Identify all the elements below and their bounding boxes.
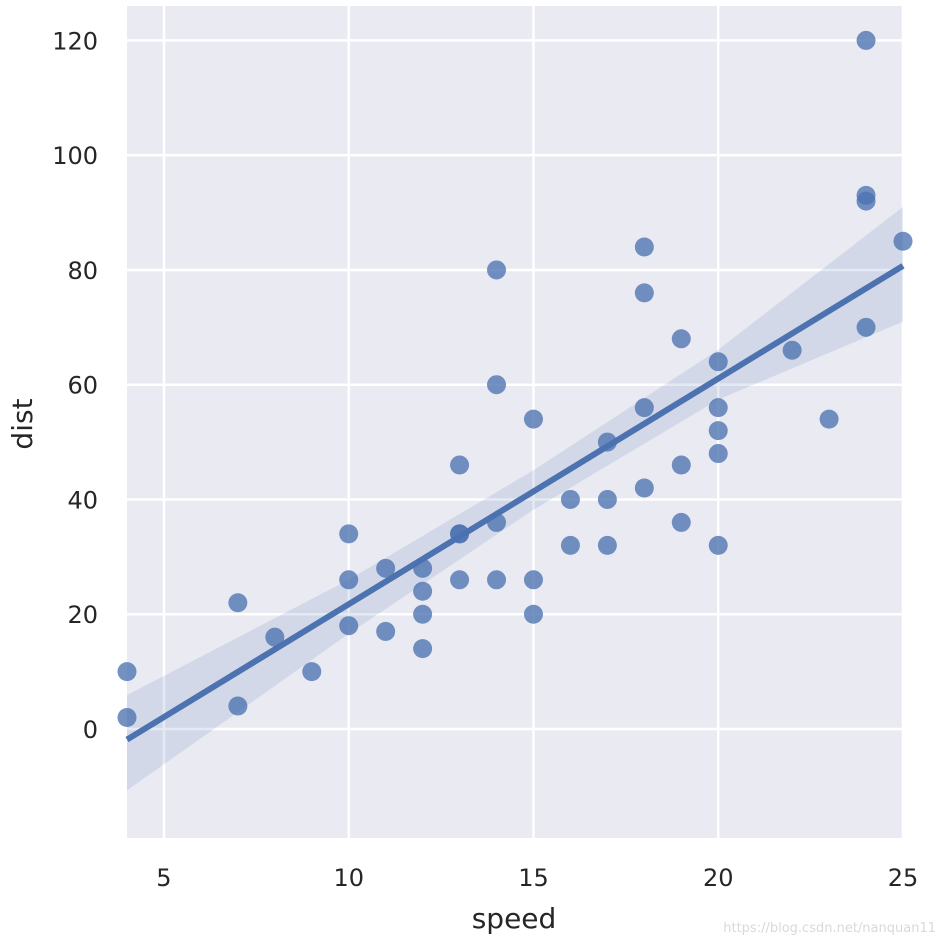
data-point [671, 455, 691, 475]
data-point [487, 260, 507, 280]
x-tick-label: 20 [703, 864, 734, 892]
data-point [708, 444, 728, 464]
data-point [634, 478, 654, 498]
y-tick-label: 0 [83, 716, 98, 744]
data-point [228, 593, 248, 613]
data-point [782, 340, 802, 360]
data-point [376, 621, 396, 641]
data-point [339, 616, 359, 636]
data-point [560, 489, 580, 509]
y-tick-label: 80 [67, 257, 98, 285]
data-point [413, 604, 433, 624]
data-point [597, 535, 617, 555]
data-point [117, 662, 137, 682]
data-point [634, 283, 654, 303]
data-point [671, 329, 691, 349]
data-point [856, 317, 876, 337]
x-tick-label: 25 [888, 864, 919, 892]
plot-area [127, 6, 903, 838]
data-point [671, 512, 691, 532]
data-point [819, 409, 839, 429]
data-point [523, 409, 543, 429]
data-point [708, 352, 728, 372]
data-point [376, 558, 396, 578]
y-tick-label: 40 [67, 486, 98, 514]
data-point [893, 231, 913, 251]
data-point [413, 581, 433, 601]
data-point [523, 570, 543, 590]
x-tick-label: 10 [333, 864, 364, 892]
data-point [523, 604, 543, 624]
data-point [634, 398, 654, 418]
data-point [856, 30, 876, 50]
data-point [597, 432, 617, 452]
data-point [265, 627, 285, 647]
data-point [413, 558, 433, 578]
data-point [117, 708, 137, 728]
data-point [708, 535, 728, 555]
data-point [560, 535, 580, 555]
data-point [450, 524, 470, 544]
data-point [708, 421, 728, 441]
data-point [487, 512, 507, 532]
data-point [450, 570, 470, 590]
data-point [450, 455, 470, 475]
x-tick-labels: 5 10 15 20 25 [156, 864, 918, 892]
regression-line [125, 263, 905, 743]
data-point [708, 398, 728, 418]
data-point [228, 696, 248, 716]
data-point [597, 489, 617, 509]
data-point [487, 375, 507, 395]
x-tick-label: 15 [518, 864, 549, 892]
watermark-text: https://blog.csdn.net/nanquan11 [723, 921, 936, 936]
x-axis-title: speed [472, 902, 557, 935]
y-tick-label: 100 [52, 142, 98, 170]
confidence-band-layer [127, 206, 903, 791]
regression-line-layer [125, 263, 905, 743]
data-point [856, 185, 876, 205]
data-point [339, 524, 359, 544]
data-point [487, 570, 507, 590]
y-axis-title: dist [6, 398, 39, 449]
y-tick-label: 20 [67, 601, 98, 629]
confidence-band [127, 206, 903, 791]
data-point [339, 570, 359, 590]
y-tick-label: 120 [52, 27, 98, 55]
y-tick-labels: 0 20 40 60 80 100 120 [52, 27, 98, 744]
data-point [302, 662, 322, 682]
data-points [117, 30, 913, 728]
data-point [413, 639, 433, 659]
data-point [634, 237, 654, 257]
y-tick-label: 60 [67, 372, 98, 400]
x-tick-label: 5 [156, 864, 171, 892]
